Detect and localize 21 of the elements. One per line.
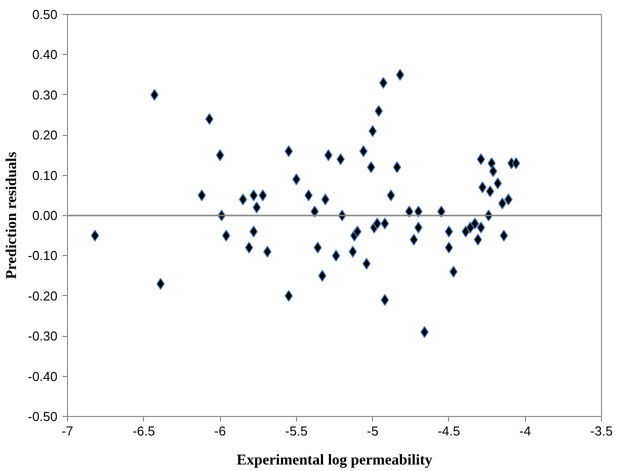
x-tick-label: -6.5 bbox=[132, 424, 155, 438]
x-tick-label: -3.5 bbox=[590, 424, 613, 438]
y-tick-label: -0.20 bbox=[28, 288, 58, 304]
y-axis-title: Prediction residuals bbox=[4, 152, 20, 280]
y-tick-label: 0.30 bbox=[32, 87, 58, 102]
x-tick-label: -6 bbox=[214, 424, 226, 438]
y-tick-label: 0.20 bbox=[32, 128, 58, 143]
y-tick-label: -0.50 bbox=[28, 409, 58, 424]
x-tick-label: -5.5 bbox=[285, 424, 308, 438]
y-tick-label: 0.10 bbox=[32, 168, 58, 183]
y-tick-label: -0.10 bbox=[28, 248, 58, 264]
x-tick-label: -4.5 bbox=[438, 424, 460, 438]
x-tick-label: -4 bbox=[519, 424, 531, 438]
y-tick-label: 0.00 bbox=[32, 208, 58, 223]
y-tick-label: -0.30 bbox=[28, 328, 58, 344]
y-tick-label: 0.40 bbox=[32, 47, 58, 62]
y-tick-label: -0.40 bbox=[28, 368, 58, 384]
x-axis-title: Experimental log permeability bbox=[236, 452, 433, 468]
x-tick-label: -5 bbox=[366, 424, 378, 438]
y-tick-label: 0.50 bbox=[32, 7, 58, 22]
x-tick-label: -7 bbox=[62, 424, 74, 438]
